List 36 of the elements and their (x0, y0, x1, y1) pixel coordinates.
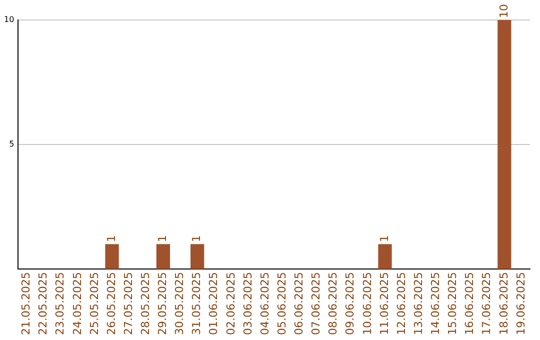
x-tick-label: 01.06.2025 (207, 272, 220, 336)
data-label: 1 (104, 235, 118, 242)
x-tick-label: 31.05.2025 (190, 272, 204, 336)
x-tick-label: 12.06.2025 (394, 272, 408, 336)
x-tick-label: 16.06.2025 (463, 272, 476, 336)
x-tick-label: 15.06.2025 (446, 272, 460, 336)
x-tick-label: 17.06.2025 (480, 272, 494, 336)
y-tick-label: 5 (9, 140, 14, 149)
x-tick-label: 09.06.2025 (344, 272, 357, 336)
x-tick-label: 03.06.2025 (241, 272, 254, 336)
data-label: 1 (156, 235, 170, 242)
x-tick-label: 27.05.2025 (122, 272, 135, 336)
x-tick-label: 29.05.2025 (156, 272, 170, 336)
x-tick-label: 07.06.2025 (310, 272, 323, 336)
x-tick-label: 06.06.2025 (292, 272, 306, 336)
x-tick-label: 05.06.2025 (275, 272, 288, 336)
x-tick-label: 23.05.2025 (54, 272, 67, 336)
x-tick-label: 25.05.2025 (88, 272, 101, 336)
x-tick-label: 28.05.2025 (138, 272, 152, 336)
x-tick-label: 30.05.2025 (173, 272, 186, 336)
x-tick-label: 26.05.2025 (104, 272, 118, 336)
data-label: 1 (378, 235, 391, 242)
data-label: 1 (190, 235, 204, 242)
x-tick-label: 24.05.2025 (70, 272, 84, 336)
x-tick-label: 13.06.2025 (412, 272, 425, 336)
x-tick-label: 18.06.2025 (497, 272, 510, 336)
x-tick-label: 19.06.2025 (514, 272, 528, 336)
x-tick-label: 10.06.2025 (360, 272, 374, 336)
data-label: 10 (497, 4, 510, 18)
x-tick-label: 14.06.2025 (429, 272, 442, 336)
x-tick-label: 11.06.2025 (378, 272, 391, 336)
x-tick-label: 02.06.2025 (224, 272, 238, 336)
x-tick-label: 08.06.2025 (326, 272, 340, 336)
x-tick-label: 22.05.2025 (36, 272, 50, 336)
x-tick-label: 21.05.2025 (20, 272, 33, 336)
x-tick-label: 04.06.2025 (258, 272, 272, 336)
